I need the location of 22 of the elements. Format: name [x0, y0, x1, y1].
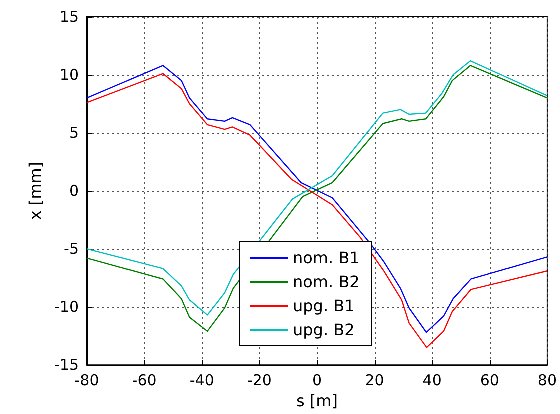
x-tick-label: 60	[480, 372, 500, 390]
y-tick-label: -15	[54, 356, 79, 374]
x-tick-label: 40	[422, 372, 442, 390]
legend-label: upg. B2	[293, 320, 355, 340]
x-tick-label: 20	[365, 372, 384, 390]
x-tick-label: 0	[312, 372, 322, 390]
x-tick-label: -60	[132, 372, 157, 390]
x-tick-label: -40	[190, 372, 214, 390]
y-tick-label: 15	[60, 8, 79, 26]
x-tick-label: -80	[74, 372, 100, 390]
y-tick-label: 5	[69, 124, 79, 142]
x-tick-label: 80	[538, 372, 558, 390]
legend-label: nom. B1	[293, 248, 360, 268]
x-tick-label: -20	[247, 372, 272, 390]
y-tick-label: 0	[69, 182, 79, 200]
legend-label: upg. B1	[293, 296, 355, 316]
legend-label: nom. B2	[293, 272, 360, 292]
y-tick-label: -10	[54, 298, 79, 316]
y-axis-title: x [mm]	[26, 162, 46, 220]
x-axis-title: s [m]	[296, 392, 338, 410]
y-tick-label: 10	[60, 66, 79, 84]
y-tick-label: -5	[64, 240, 79, 258]
